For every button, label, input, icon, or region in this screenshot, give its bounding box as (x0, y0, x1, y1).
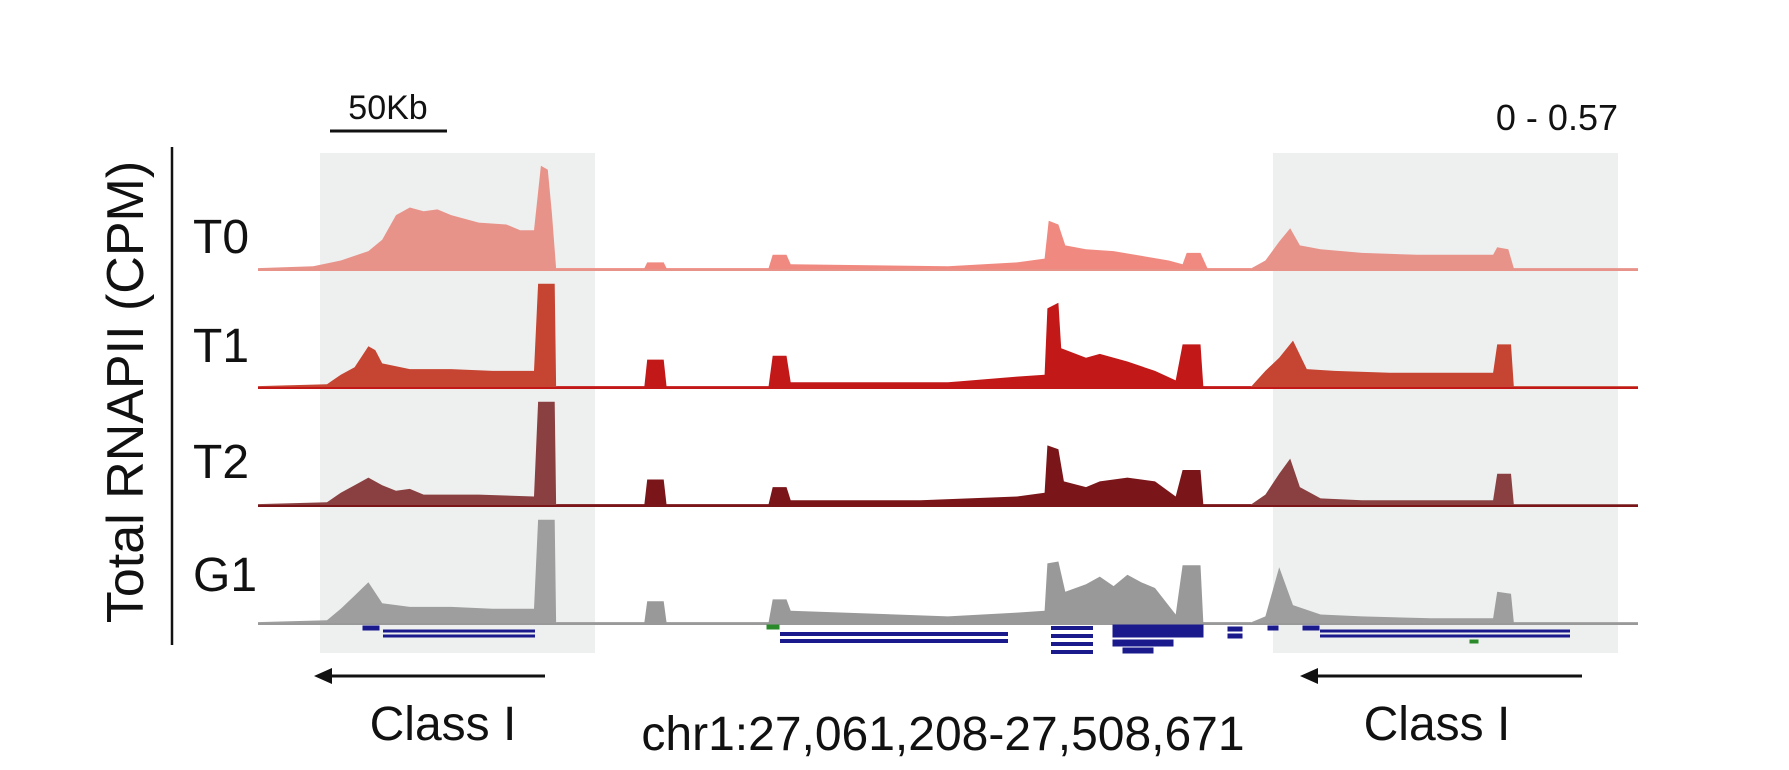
coverage-area-t0-0 (258, 165, 557, 270)
track-label-t1: T1 (193, 320, 249, 373)
coverage-area-g1-2 (1251, 567, 1638, 624)
gene-model-block-b (1112, 639, 1174, 647)
gene-model-block-c (1122, 647, 1154, 654)
region-coordinates-label: chr1:27,061,208-27,508,671 (641, 708, 1244, 761)
gene-model-left-a (362, 625, 380, 631)
class-label-right: Class I (1364, 698, 1511, 751)
gene-model-mid-tss (766, 624, 780, 630)
track-label-t2: T2 (193, 436, 249, 489)
class-label-left: Class I (370, 698, 517, 751)
coverage-area-t0-1 (556, 220, 1252, 270)
coverage-area-t2-2 (1251, 458, 1638, 506)
gene-model-small-b (1227, 633, 1243, 639)
y-axis-label: Total RNAPII (CPM) (97, 161, 155, 623)
coverage-area-t1-0 (258, 283, 557, 388)
coverage-area-g1-0 (258, 519, 557, 624)
scale-bar-label: 50Kb (348, 89, 427, 127)
gene-model-right-b (1302, 625, 1320, 631)
arrow-left-class-i (314, 668, 545, 684)
coverage-area-g1-1 (556, 561, 1252, 624)
track-label-t0: T0 (193, 211, 249, 264)
gene-model-small-a (1227, 626, 1243, 632)
coverage-tracks (258, 165, 1638, 625)
data-range-label: 0 - 0.57 (1496, 97, 1618, 138)
track-label-g1: G1 (193, 549, 257, 602)
coverage-area-t1-2 (1251, 340, 1638, 388)
coverage-area-t2-1 (556, 445, 1252, 506)
coverage-area-t0-2 (1251, 228, 1638, 270)
highlight-region-right (1273, 153, 1618, 653)
gene-model-right-e (1469, 639, 1479, 644)
gene-model-right-a (1267, 625, 1279, 631)
gene-annotations (362, 624, 1570, 654)
gene-model-block-a (1112, 624, 1204, 638)
arrow-right-class-i (1300, 668, 1582, 684)
coverage-area-t1-1 (556, 302, 1252, 388)
